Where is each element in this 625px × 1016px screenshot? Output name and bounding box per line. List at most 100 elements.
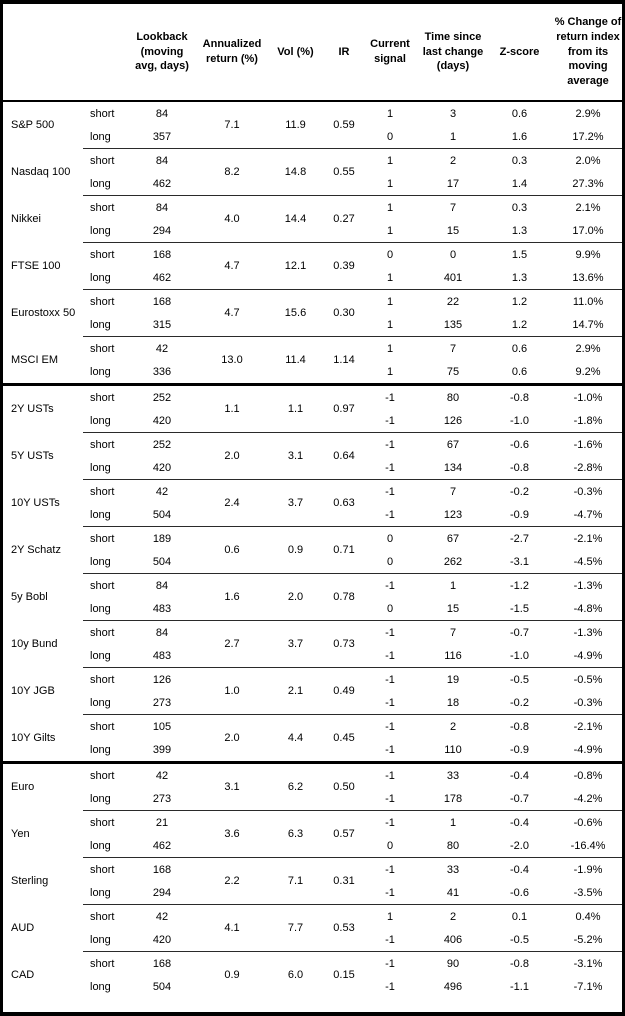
position-label: long [90, 365, 111, 378]
zscore-value: -1.0 [510, 649, 529, 662]
pct-change-value: 13.6% [572, 271, 604, 284]
col-header-pct_change: % Change of return index from its moving… [548, 4, 622, 102]
vol-value: 1.1 [268, 383, 323, 433]
pct-change-value: -0.6% [548, 810, 622, 834]
annualized-return-value: 2.2 [196, 857, 268, 905]
lookback-value: 168 [128, 242, 196, 266]
long-row-Nasdaq 100: long 462 1 17 1.4 27.3% [3, 172, 622, 196]
zscore-value: 1.2 [511, 318, 528, 331]
position-label: short [83, 526, 128, 550]
zscore-value: -0.2 [510, 696, 529, 709]
position-label: long [90, 980, 111, 993]
long-row-Yen: long 462 0 80 -2.0 -16.4% [3, 834, 622, 858]
time-since-change-value: 110 [444, 743, 462, 756]
signal-value: 1 [365, 289, 415, 313]
time-since-change-value: 2 [415, 714, 491, 738]
pct-change-value: 27.3% [572, 177, 604, 190]
time-since-change-value: 123 [443, 508, 463, 521]
position-label: long [90, 224, 111, 237]
vol-value: 14.8 [268, 148, 323, 196]
asset-name: S&P 500 [11, 119, 55, 131]
signal-value: 1 [386, 365, 394, 378]
time-since-change-value: 406 [443, 933, 463, 946]
signal-value: -1 [365, 761, 415, 787]
asset-name: AUD [11, 922, 35, 934]
vol-value: 12.1 [268, 242, 323, 290]
signal-value: -1 [385, 980, 395, 993]
ir-value: 0.45 [323, 714, 365, 763]
time-since-change-value: 135 [443, 318, 463, 331]
ir-value: 0.53 [323, 904, 365, 952]
zscore-value: -1.2 [491, 573, 548, 597]
asset-name: MSCI EM [11, 354, 59, 366]
short-row-10y Bund: 10y Bund short 84 2.7 3.7 0.73 -1 7 -0.7 -1.3% [3, 620, 622, 668]
signal-value: -1 [385, 743, 395, 756]
long-row-5y Bobl: long 483 0 15 -1.5 -4.8% [3, 597, 622, 621]
long-row-S&P 500: long 357 0 1 1.6 17.2% [3, 125, 622, 149]
pct-change-value: -1.8% [573, 414, 603, 427]
lookback-value: 252 [128, 383, 196, 409]
signal-value: -1 [365, 383, 415, 409]
table-body: S&P 500 short 84 7.1 11.9 0.59 1 3 0.6 2.9% long 35… [3, 100, 622, 998]
time-since-change-value: 116 [444, 649, 462, 662]
pct-change-value: -3.5% [573, 886, 603, 899]
annualized-return-value: 8.2 [196, 148, 268, 196]
zscore-value: -0.8 [491, 951, 548, 975]
annualized-return-value: 4.7 [196, 289, 268, 337]
pct-change-value: 9.9% [548, 242, 622, 266]
asset-name: 10Y Gilts [11, 732, 56, 744]
position-label: short [83, 857, 128, 881]
pct-change-value: -2.8% [573, 461, 603, 474]
col-header-position [83, 4, 128, 102]
asset-name: 10Y JGB [11, 685, 55, 697]
table-header: Lookback (moving avg, days) Annualized re… [3, 4, 622, 102]
time-since-change-value: 7 [415, 620, 491, 644]
position-label: long [90, 461, 111, 474]
position-label: short [83, 432, 128, 456]
signal-value: -1 [385, 696, 395, 709]
vol-value: 6.2 [268, 761, 323, 811]
col-header-asset [3, 4, 83, 102]
asset-name: Eurostoxx 50 [11, 307, 76, 319]
zscore-value: -0.6 [491, 432, 548, 456]
zscore-value: -2.0 [510, 839, 529, 852]
pct-change-value: -4.8% [573, 602, 603, 615]
signal-value: -1 [385, 649, 395, 662]
zscore-value: -3.1 [510, 555, 529, 568]
lookback-value: 420 [152, 933, 172, 946]
asset-name: 10Y USTs [11, 497, 60, 509]
position-label: long [90, 933, 111, 946]
vol-value: 11.9 [268, 100, 323, 149]
vol-value: 6.0 [268, 951, 323, 998]
short-row-Sterling: Sterling short 168 2.2 7.1 0.31 -1 33 -0.4 -1.9% [3, 857, 622, 905]
lookback-value: 273 [152, 792, 172, 805]
long-row-Eurostoxx 50: long 315 1 135 1.2 14.7% [3, 313, 622, 337]
signal-value: 1 [386, 224, 394, 237]
col-header-zscore: Z-score [491, 4, 548, 102]
position-label: long [90, 177, 111, 190]
lookback-value: 357 [152, 130, 172, 143]
lookback-value: 315 [152, 318, 172, 331]
vol-value: 14.4 [268, 195, 323, 243]
signal-value: -1 [385, 461, 395, 474]
annualized-return-value: 13.0 [196, 336, 268, 385]
annualized-return-value: 0.6 [196, 526, 268, 574]
ir-value: 0.78 [323, 573, 365, 621]
long-row-Nikkei: long 294 1 15 1.3 17.0% [3, 219, 622, 243]
pct-change-value: 0.4% [548, 904, 622, 928]
position-label: long [90, 414, 111, 427]
signal-value: 1 [365, 100, 415, 125]
zscore-value: 0.3 [491, 148, 548, 172]
ir-value: 0.39 [323, 242, 365, 290]
pct-change-value: -1.9% [548, 857, 622, 881]
position-label: short [83, 242, 128, 266]
pct-change-value: -4.9% [573, 649, 603, 662]
position-label: short [83, 479, 128, 503]
pct-change-value: -7.1% [573, 980, 603, 993]
annualized-return-value: 1.1 [196, 383, 268, 433]
long-row-Sterling: long 294 -1 41 -0.6 -3.5% [3, 881, 622, 905]
momentum-signals-table: Lookback (moving avg, days) Annualized re… [3, 4, 622, 998]
lookback-value: 252 [128, 432, 196, 456]
pct-change-value: 14.7% [572, 318, 604, 331]
